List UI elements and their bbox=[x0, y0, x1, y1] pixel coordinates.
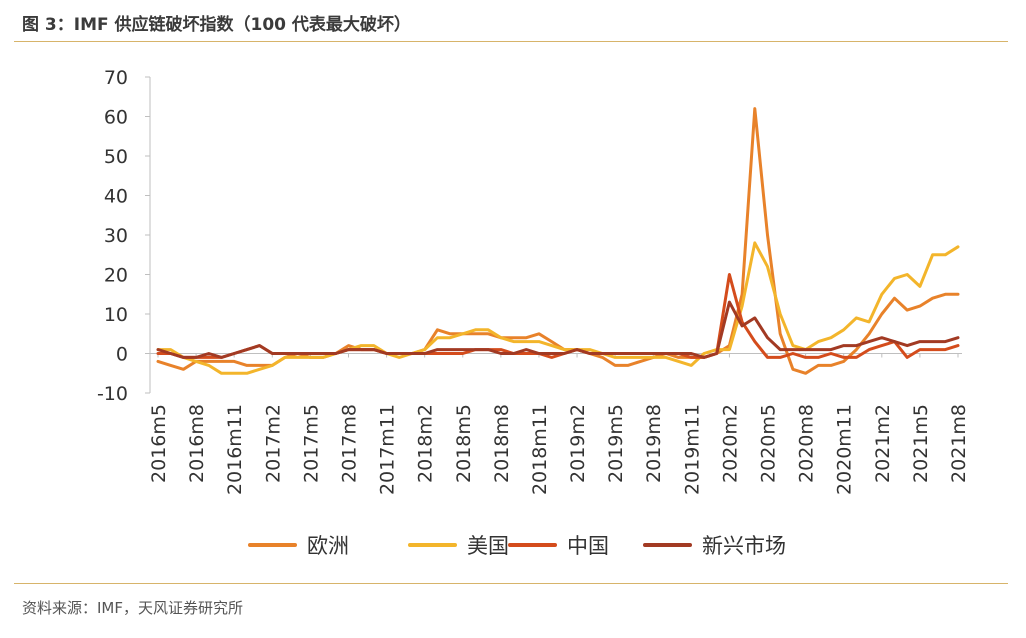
y-tick-label: 70 bbox=[104, 67, 128, 89]
x-tick-label: 2018m2 bbox=[415, 404, 437, 483]
x-tick-label: 2018m5 bbox=[453, 404, 475, 483]
x-tick-label: 2017m2 bbox=[262, 404, 284, 483]
x-tick-label: 2019m11 bbox=[681, 404, 703, 495]
source-note: 资料来源：IMF，天风证券研究所 bbox=[22, 599, 243, 617]
y-tick-label: 60 bbox=[104, 107, 128, 129]
x-tick-label: 2021m5 bbox=[910, 404, 932, 483]
x-tick-label: 2016m8 bbox=[186, 404, 208, 483]
chart-area: -10 0 10 20 30 40 50 60 70 2016m5 2016m8 2016m11 201… bbox=[97, 67, 970, 558]
y-tick-label: 40 bbox=[104, 186, 128, 208]
y-tick-label: 30 bbox=[104, 225, 128, 247]
chart-title: 图 3：IMF 供应链破坏指数（100 代表最大破坏） bbox=[22, 15, 411, 35]
y-tick-label: 0 bbox=[116, 344, 128, 366]
legend-label-3: 新兴市场 bbox=[702, 534, 786, 558]
series-line-0 bbox=[156, 107, 960, 375]
chart-axes: -10 0 10 20 30 40 50 60 70 2016m5 2016m8 2016m11 201… bbox=[97, 67, 970, 495]
x-tick-label: 2018m8 bbox=[491, 404, 513, 483]
x-tick-label: 2017m5 bbox=[300, 404, 322, 483]
x-tick-label: 2019m5 bbox=[605, 404, 627, 483]
y-tick-label: -10 bbox=[97, 383, 128, 405]
x-tick-label: 2016m11 bbox=[224, 404, 246, 495]
y-tick-label: 50 bbox=[104, 146, 128, 168]
x-tick-label: 2021m8 bbox=[948, 404, 970, 483]
x-tick-label: 2020m8 bbox=[796, 404, 818, 483]
x-tick-label: 2020m5 bbox=[758, 404, 780, 483]
chart-legend: 欧洲 美国 中国 新兴市场 bbox=[248, 534, 786, 558]
legend-label-0: 欧洲 bbox=[307, 534, 349, 558]
x-tick-label: 2019m2 bbox=[567, 404, 589, 483]
x-tick-label: 2020m11 bbox=[834, 404, 856, 495]
x-tick-label: 2017m11 bbox=[377, 404, 399, 495]
x-tick-label: 2019m8 bbox=[643, 404, 665, 483]
series-line-3 bbox=[156, 300, 960, 359]
y-tick-label: 10 bbox=[104, 304, 128, 326]
legend-label-2: 中国 bbox=[567, 534, 609, 558]
x-tick-label: 2018m11 bbox=[529, 404, 551, 495]
x-tick-label: 2017m8 bbox=[338, 404, 360, 483]
x-tick-label: 2016m5 bbox=[148, 404, 170, 483]
x-tick-label: 2021m2 bbox=[872, 404, 894, 483]
chart-series bbox=[156, 107, 960, 375]
series-line-1 bbox=[156, 241, 960, 375]
bottom-divider bbox=[14, 583, 1008, 584]
legend-label-1: 美国 bbox=[467, 534, 509, 558]
x-tick-label: 2020m2 bbox=[719, 404, 741, 483]
y-tick-label: 20 bbox=[104, 265, 128, 287]
top-divider bbox=[14, 41, 1008, 42]
